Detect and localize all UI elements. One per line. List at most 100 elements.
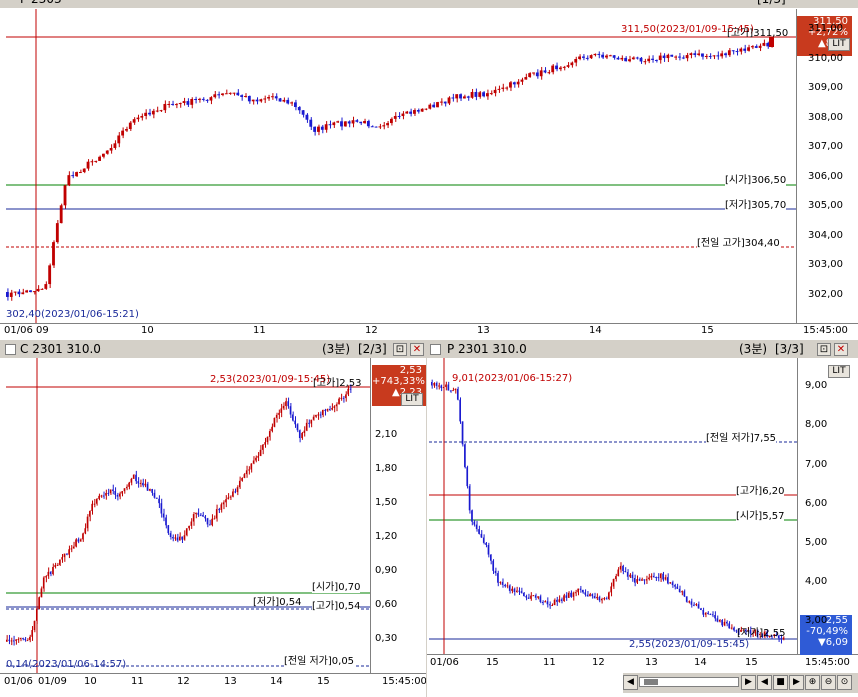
- right-lit-button[interactable]: LIT: [828, 365, 850, 378]
- left-candle: [77, 539, 80, 542]
- right-close-button[interactable]: ✕: [834, 343, 848, 356]
- right-x-tick-label: 01/06: [430, 657, 459, 668]
- top-candle: [608, 55, 612, 57]
- right-candle: [664, 577, 667, 580]
- left-candle: [215, 509, 218, 519]
- top-candle: [528, 73, 532, 78]
- right-candle: [633, 578, 636, 583]
- play-forward-button[interactable]: ▶: [789, 675, 804, 690]
- play-back-button[interactable]: ◀: [757, 675, 772, 690]
- right-candle: [716, 618, 719, 622]
- top-candle: [708, 55, 712, 57]
- left-candle: [328, 409, 331, 411]
- left-candle: [232, 491, 234, 497]
- top-lit-button[interactable]: LIT: [828, 38, 850, 51]
- top-candle: [616, 57, 620, 60]
- scroll-thumb[interactable]: [644, 679, 658, 685]
- top-candle: [351, 120, 355, 124]
- right-candle: [749, 630, 752, 634]
- right-candle: [605, 598, 608, 600]
- left-candle: [229, 496, 232, 498]
- left-candle: [12, 640, 15, 642]
- top-candle: [413, 110, 416, 114]
- top-candle: [155, 110, 159, 112]
- right-candle: [589, 594, 591, 597]
- left-y-tick-label: 1,80: [375, 463, 398, 474]
- right-candle: [650, 575, 652, 578]
- right-scrollbar[interactable]: ◀ ▶ ◀ ■ ▶ ⊕ ⊖ ⊙: [623, 673, 858, 693]
- left-candle: [252, 460, 255, 464]
- top-candle: [601, 54, 605, 58]
- left-candle: [155, 497, 158, 499]
- right-candle: [667, 577, 669, 584]
- left-candle: [144, 483, 146, 486]
- right-restore-button[interactable]: ⊡: [817, 343, 831, 356]
- top-candle: [282, 99, 286, 102]
- right-candle: [582, 589, 584, 593]
- scroll-track[interactable]: [639, 677, 739, 687]
- right-candle: [659, 573, 662, 579]
- scroll-left-button[interactable]: ◀: [623, 675, 638, 690]
- left-checkbox[interactable]: [5, 344, 16, 355]
- left-chart-pane[interactable]: C 2301 310.0 (3분) [2/3] ⊡ ✕ 2,53(2023/01…: [0, 341, 426, 697]
- scroll-right-button[interactable]: ▶: [741, 675, 756, 690]
- right-candle: [766, 631, 768, 637]
- top-candle: [13, 291, 17, 293]
- left-restore-button[interactable]: ⊡: [393, 343, 407, 356]
- top-candle: [201, 98, 205, 100]
- top-candle: [486, 93, 489, 97]
- left-close-button[interactable]: ✕: [410, 343, 424, 356]
- top-y-tick-label: 305,00: [808, 200, 843, 211]
- right-candle: [603, 598, 605, 600]
- top-chart-pane[interactable]: P 2303 [1/3] [시가]306,50 [저가]305,70 [전일 고…: [0, 0, 858, 340]
- right-candle: [610, 586, 612, 593]
- right-candle: [473, 521, 475, 525]
- left-candle: [121, 491, 123, 494]
- left-candle: [79, 539, 82, 542]
- left-candle: [292, 414, 294, 421]
- top-candle: [662, 55, 666, 59]
- top-candle: [382, 125, 386, 127]
- left-candle: [289, 406, 292, 415]
- top-candle: [478, 92, 482, 97]
- right-candle: [674, 585, 676, 587]
- left-candle: [47, 571, 50, 577]
- left-candle: [142, 482, 144, 486]
- left-candle: [213, 518, 216, 520]
- right-candle: [584, 592, 586, 595]
- top-candle: [720, 53, 724, 57]
- left-candle: [91, 503, 93, 511]
- top-candle: [432, 104, 436, 108]
- left-candle: [40, 588, 43, 598]
- top-candle: [405, 111, 409, 114]
- right-candle: [773, 634, 775, 636]
- top-candle: [693, 53, 697, 55]
- top-candle: [278, 98, 282, 102]
- left-candle: [199, 514, 202, 516]
- left-candle: [255, 457, 257, 461]
- right-candle: [454, 388, 457, 391]
- right-checkbox[interactable]: [430, 344, 441, 355]
- right-candle: [704, 612, 707, 615]
- zoom-out-icon[interactable]: ⊖: [821, 675, 836, 690]
- top-candle: [174, 104, 178, 106]
- top-candle: [436, 102, 439, 108]
- right-candle: [461, 421, 464, 445]
- right-chart-pane[interactable]: P 2301 310.0 (3분) [3/3] ⊡ ✕ 9,01(2023/01…: [427, 341, 858, 697]
- right-open-label: [시가]5,57: [736, 507, 785, 522]
- right-candle: [572, 592, 575, 597]
- top-candle: [251, 99, 255, 102]
- right-candle: [499, 581, 501, 583]
- left-candle: [52, 566, 54, 575]
- top-candle: [297, 107, 301, 111]
- left-lit-button[interactable]: LIT: [401, 393, 423, 406]
- zoom-fit-icon[interactable]: ⊙: [837, 675, 852, 690]
- top-candle: [539, 70, 543, 77]
- top-candle: [666, 54, 670, 59]
- right-candle: [591, 594, 593, 597]
- left-titlebar: C 2301 310.0 (3분) [2/3] ⊡ ✕: [0, 341, 426, 358]
- zoom-in-icon[interactable]: ⊕: [805, 675, 820, 690]
- stop-button[interactable]: ■: [773, 675, 788, 690]
- top-candle: [347, 121, 351, 124]
- left-candle: [132, 474, 135, 479]
